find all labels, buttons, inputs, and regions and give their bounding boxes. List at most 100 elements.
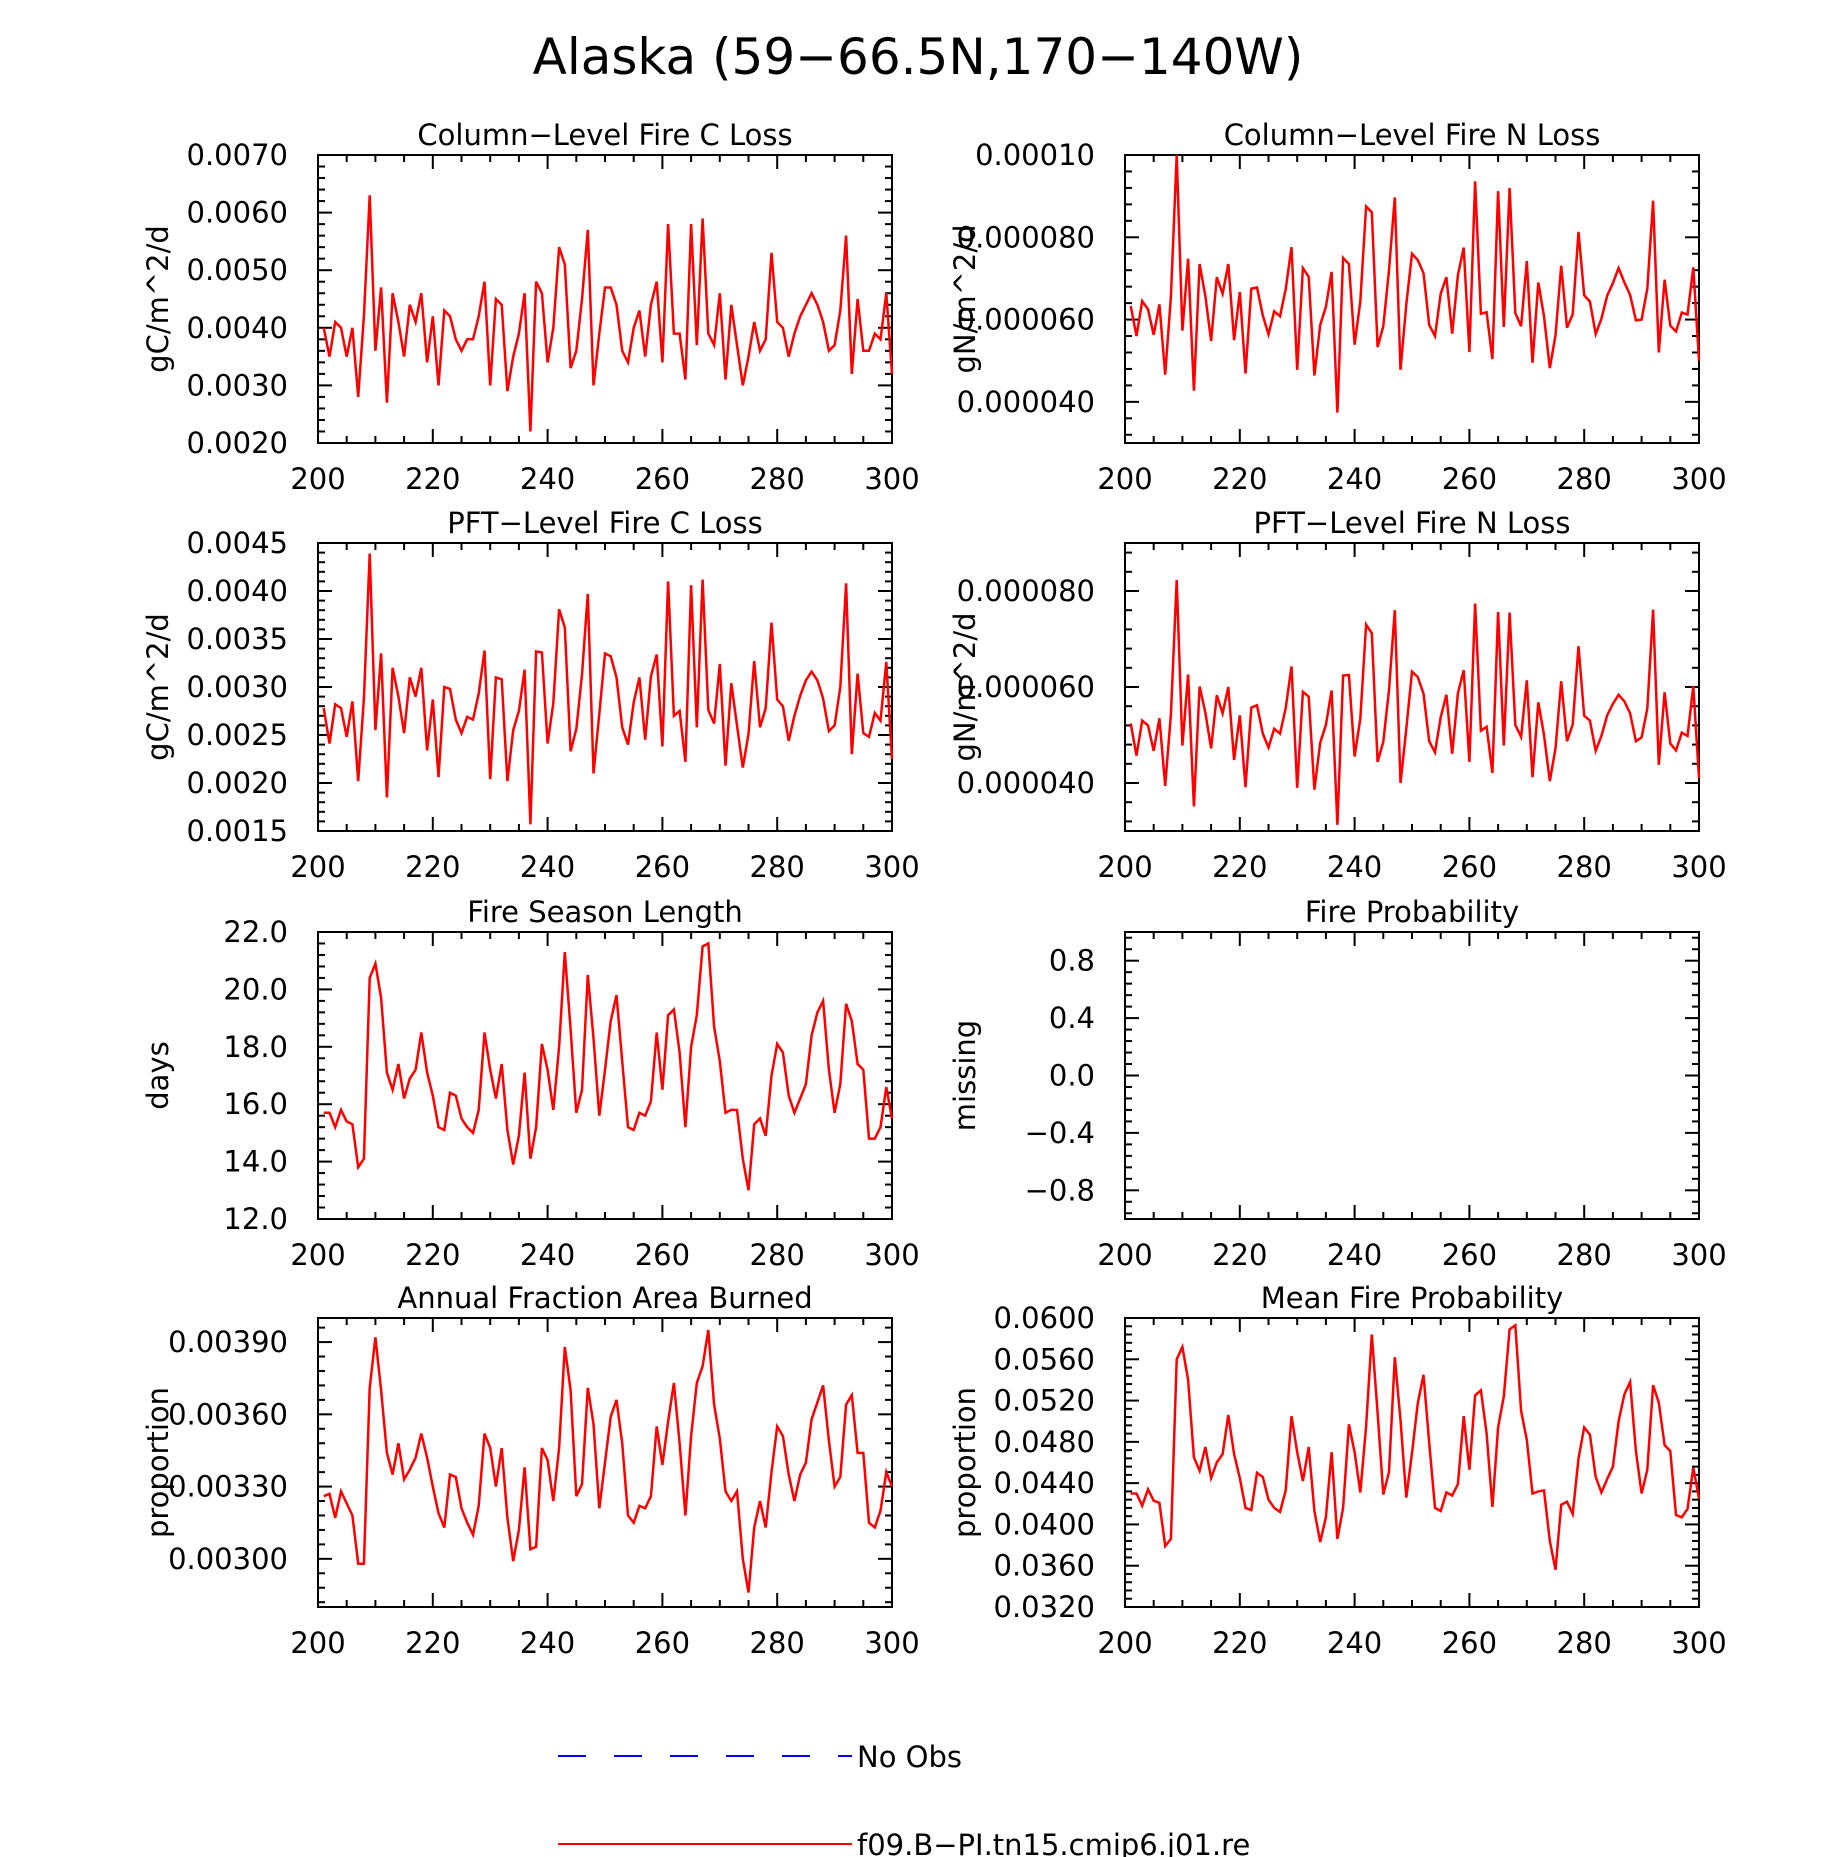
x-tick-label: 300 xyxy=(1671,1238,1726,1272)
x-tick-label: 240 xyxy=(520,462,575,496)
x-tick-label: 220 xyxy=(405,1626,460,1660)
x-tick-label: 200 xyxy=(290,850,345,884)
y-axis-label: proportion xyxy=(141,1387,175,1538)
x-tick-label: 200 xyxy=(1097,1238,1152,1272)
main-title: Alaska (59−66.5N,170−140W) xyxy=(533,28,1304,86)
panel-title: Column−Level Fire C Loss xyxy=(417,118,792,152)
y-tick-label: 0.000060 xyxy=(957,670,1095,704)
x-tick-label: 300 xyxy=(864,462,919,496)
x-tick-label: 240 xyxy=(1327,850,1382,884)
y-axis-label: gN/m^2/d xyxy=(948,612,982,761)
y-tick-label: 0.00330 xyxy=(168,1470,288,1504)
y-tick-label: 14.0 xyxy=(223,1145,288,1179)
x-tick-label: 220 xyxy=(405,1238,460,1272)
x-tick-label: 300 xyxy=(864,1626,919,1660)
x-tick-label: 200 xyxy=(290,462,345,496)
x-tick-label: 220 xyxy=(405,850,460,884)
x-tick-label: 220 xyxy=(405,462,460,496)
y-tick-label: 0.000060 xyxy=(957,303,1095,337)
x-tick-label: 260 xyxy=(635,850,690,884)
x-tick-label: 280 xyxy=(750,462,805,496)
y-tick-label: 0.0035 xyxy=(187,622,288,656)
y-tick-label: 0.0560 xyxy=(994,1342,1095,1376)
x-tick-label: 300 xyxy=(864,850,919,884)
y-tick-label: 0.0040 xyxy=(187,311,288,345)
x-tick-label: 280 xyxy=(1557,850,1612,884)
plot-frame xyxy=(317,154,893,444)
y-tick-label: 0.0400 xyxy=(994,1507,1095,1541)
y-tick-label: 0.0070 xyxy=(187,138,288,172)
plot-frame xyxy=(1124,542,1700,832)
x-tick-label: 260 xyxy=(1442,850,1497,884)
x-tick-label: 300 xyxy=(864,1238,919,1272)
series-line-model xyxy=(322,553,894,825)
series-line-model xyxy=(323,1329,894,1593)
y-tick-label: 0.0020 xyxy=(187,426,288,460)
x-tick-label: 240 xyxy=(1327,1626,1382,1660)
y-axis-label: gC/m^2/d xyxy=(141,225,175,373)
x-tick-label: 200 xyxy=(290,1626,345,1660)
y-tick-label: 0.00010 xyxy=(975,138,1095,172)
x-tick-label: 260 xyxy=(1442,1626,1497,1660)
y-axis-label: missing xyxy=(948,1020,982,1131)
y-tick-label: 22.0 xyxy=(223,915,288,949)
y-tick-label: 0.0320 xyxy=(994,1590,1095,1624)
y-tick-label: 0.8 xyxy=(1049,944,1095,978)
y-tick-label: 0.0440 xyxy=(994,1466,1095,1500)
x-tick-label: 220 xyxy=(1212,462,1267,496)
x-tick-label: 260 xyxy=(635,1238,690,1272)
y-tick-label: 0.0480 xyxy=(994,1425,1095,1459)
y-axis-label: proportion xyxy=(948,1387,982,1538)
panel-7: Annual Fraction Area Burned proportion 200… xyxy=(141,1281,920,1660)
y-tick-label: 0.0600 xyxy=(994,1301,1095,1335)
y-tick-label: 0.0020 xyxy=(187,766,288,800)
panel-title: Column−Level Fire N Loss xyxy=(1224,118,1601,152)
y-tick-label: 0.0 xyxy=(1049,1059,1095,1093)
x-tick-label: 260 xyxy=(635,462,690,496)
y-tick-label: 0.4 xyxy=(1049,1001,1095,1035)
panel-title: PFT−Level Fire N Loss xyxy=(1254,506,1571,540)
panel-8: Mean Fire Probability proportion 200 220 240… xyxy=(948,1281,1727,1660)
y-tick-label: 0.0030 xyxy=(187,368,288,402)
series-line-model xyxy=(323,941,894,1191)
y-tick-label: 0.000040 xyxy=(957,766,1095,800)
series-line-model xyxy=(1129,154,1701,413)
plot-frame xyxy=(1124,931,1700,1220)
panel-1: Column−Level Fire C Loss gC/m^2/d 200 220 24… xyxy=(141,118,920,496)
x-tick-label: 280 xyxy=(1557,1626,1612,1660)
x-tick-label: 280 xyxy=(750,850,805,884)
panels: Column−Level Fire C Loss gC/m^2/d 200 220 24… xyxy=(141,118,1727,1660)
legend-model-label: f09.B−PI.tn15.cmip6.j01.re xyxy=(857,1828,1250,1857)
y-tick-label: 0.0520 xyxy=(994,1384,1095,1418)
y-tick-label: −0.4 xyxy=(1025,1116,1095,1150)
y-tick-label: 0.0045 xyxy=(187,526,288,560)
y-tick-label: 0.00300 xyxy=(168,1542,288,1576)
legend: No Obs f09.B−PI.tn15.cmip6.j01.re xyxy=(558,1740,1250,1857)
y-tick-label: 0.000080 xyxy=(957,220,1095,254)
panel-title: Fire Season Length xyxy=(467,895,742,929)
x-tick-label: 280 xyxy=(1557,462,1612,496)
y-tick-label: 16.0 xyxy=(223,1087,288,1121)
x-tick-label: 200 xyxy=(1097,850,1152,884)
panel-6: Fire Probability missing 200 220 240 260 280 30… xyxy=(948,895,1727,1272)
panel-title: Fire Probability xyxy=(1305,895,1519,929)
panel-3: PFT−Level Fire C Loss gC/m^2/d 200 220 240 26… xyxy=(141,506,920,884)
plot-frame xyxy=(1124,154,1700,444)
y-tick-label: 12.0 xyxy=(223,1202,288,1236)
x-tick-label: 280 xyxy=(750,1626,805,1660)
x-tick-label: 200 xyxy=(1097,1626,1152,1660)
legend-obs-label: No Obs xyxy=(857,1740,962,1774)
x-tick-label: 260 xyxy=(635,1626,690,1660)
x-tick-label: 280 xyxy=(750,1238,805,1272)
y-tick-label: 0.00360 xyxy=(168,1397,288,1431)
y-tick-label: 0.0015 xyxy=(187,814,288,848)
panel-title: PFT−Level Fire C Loss xyxy=(447,506,763,540)
panel-2: Column−Level Fire N Loss gN/m^2/d 200 220 24… xyxy=(948,118,1727,496)
x-tick-label: 240 xyxy=(520,850,575,884)
y-tick-label: 0.00390 xyxy=(168,1325,288,1359)
y-tick-label: 0.0030 xyxy=(187,670,288,704)
y-tick-label: −0.8 xyxy=(1025,1173,1095,1207)
x-tick-label: 280 xyxy=(1557,1238,1612,1272)
x-tick-label: 240 xyxy=(520,1238,575,1272)
